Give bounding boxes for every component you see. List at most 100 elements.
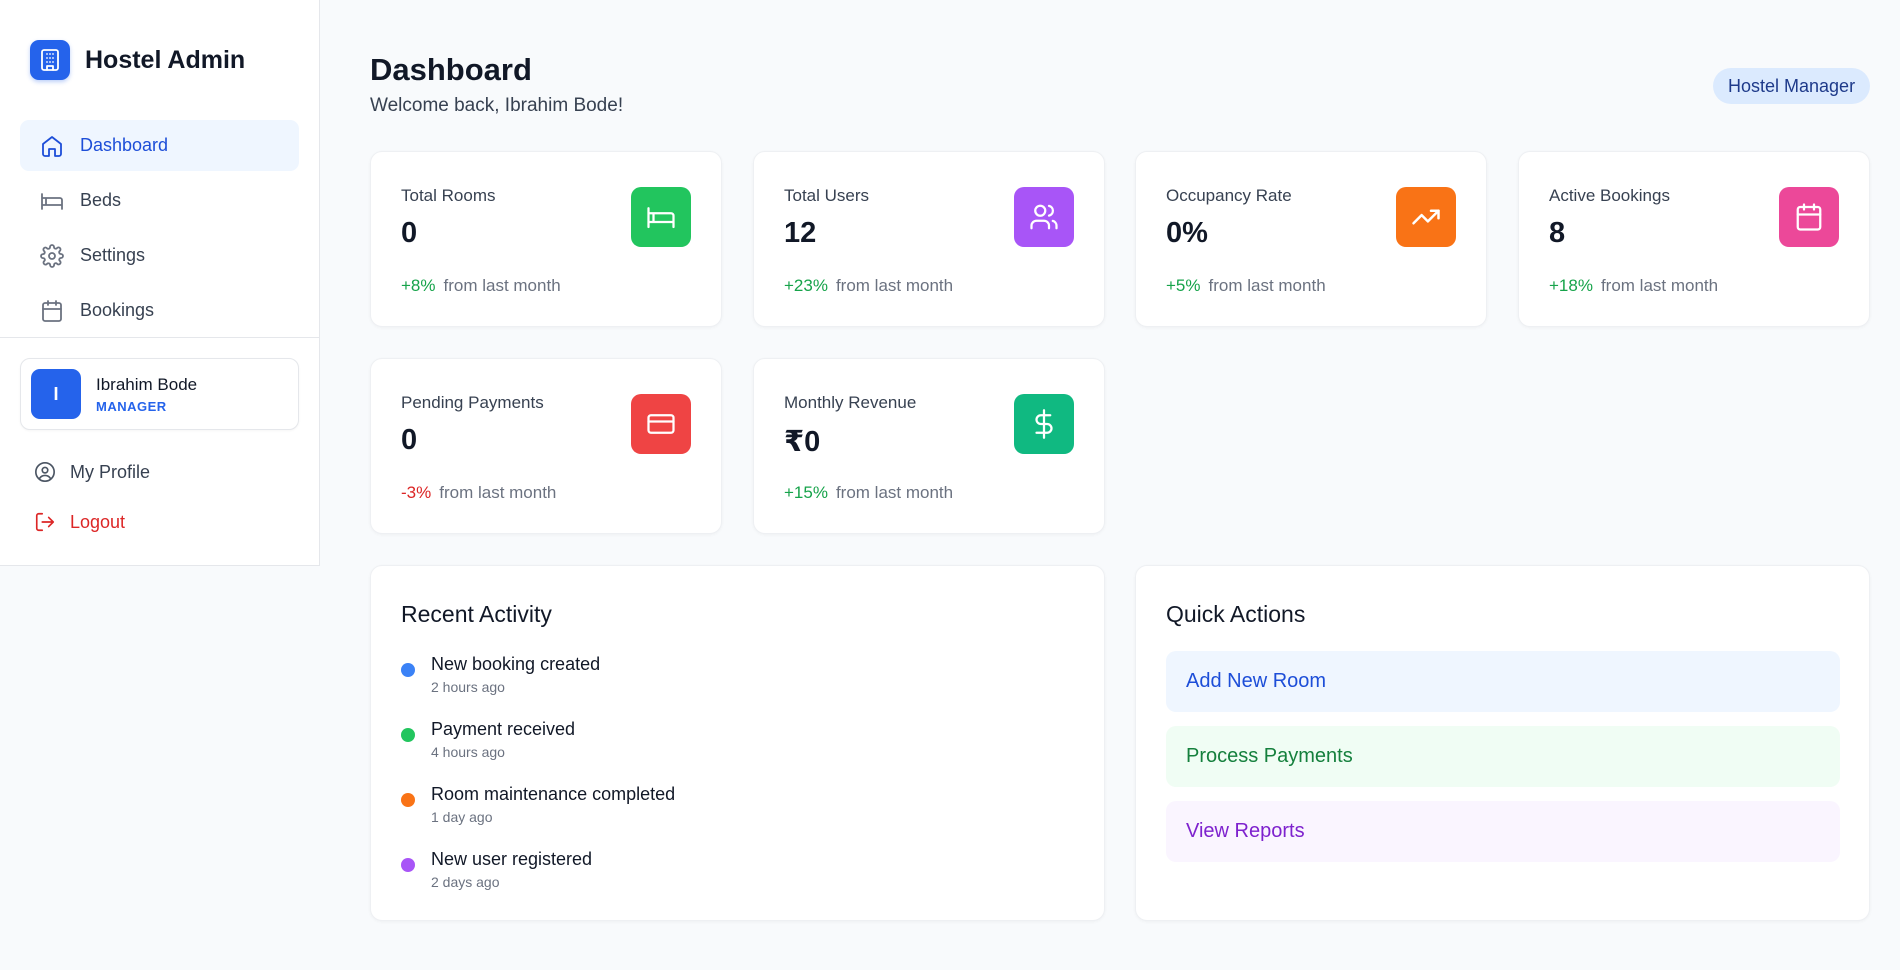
dollar-icon: [1014, 394, 1074, 454]
process-payments-button[interactable]: Process Payments: [1166, 726, 1840, 787]
activity-time: 2 hours ago: [431, 679, 505, 695]
stat-change: +15% from last month: [784, 483, 953, 503]
stat-label: Monthly Revenue: [784, 393, 917, 412]
stat-delta-suffix: from last month: [1600, 276, 1719, 295]
bed-icon: [40, 189, 64, 213]
bed-icon: [631, 187, 691, 247]
stat-delta: -3%: [401, 483, 432, 502]
activity-time: 2 days ago: [431, 874, 500, 890]
page-subtitle: Welcome back, Ibrahim Bode!: [370, 95, 624, 116]
my-profile-link[interactable]: My Profile: [34, 461, 150, 483]
stat-card-occupancy-rate: Occupancy Rate 0% +5% from last month: [1135, 151, 1487, 327]
status-dot: [401, 728, 415, 742]
activity-title: New user registered: [431, 849, 593, 869]
stat-value: 12: [784, 217, 817, 249]
logout-label: Logout: [70, 511, 126, 532]
sidebar-item-dashboard[interactable]: Dashboard: [20, 120, 299, 171]
sidebar-item-label: Beds: [80, 190, 122, 210]
stat-delta-suffix: from last month: [835, 483, 954, 502]
user-info: Ibrahim Bode MANAGER: [96, 375, 197, 414]
brand-title: Hostel Admin: [85, 45, 246, 74]
activity-text: Room maintenance completed 1 day ago: [431, 784, 675, 825]
activity-text: New user registered 2 days ago: [431, 849, 592, 890]
list-item: New user registered 2 days ago: [401, 849, 592, 890]
stat-value: ₹0: [784, 426, 821, 458]
sidebar: Hostel Admin Dashboard Beds: [0, 0, 320, 566]
page-title: Dashboard: [370, 52, 532, 87]
user-circle-icon: [34, 461, 56, 483]
home-icon: [40, 134, 64, 158]
sidebar-item-label: Bookings: [80, 300, 155, 320]
stat-card-monthly-revenue: Monthly Revenue ₹0 +15% from last month: [753, 358, 1105, 534]
add-new-room-button[interactable]: Add New Room: [1166, 651, 1840, 712]
status-dot: [401, 663, 415, 677]
list-item: New booking created 2 hours ago: [401, 654, 600, 695]
my-profile-label: My Profile: [70, 461, 151, 482]
calendar-icon: [40, 299, 64, 323]
sidebar-item-bookings[interactable]: Bookings: [20, 285, 299, 336]
stat-change: +5% from last month: [1166, 276, 1326, 296]
stat-card-active-bookings: Active Bookings 8 +18% from last month: [1518, 151, 1870, 327]
status-dot: [401, 793, 415, 807]
stat-change: +18% from last month: [1549, 276, 1718, 296]
stat-change: +23% from last month: [784, 276, 953, 296]
stat-delta: +15%: [784, 483, 828, 502]
trending-up-icon: [1396, 187, 1456, 247]
user-name: Ibrahim Bode: [96, 374, 198, 394]
users-icon: [1014, 187, 1074, 247]
stat-card-total-rooms: Total Rooms 0 +8% from last month: [370, 151, 722, 327]
stat-value: 0%: [1166, 217, 1208, 249]
activity-text: New booking created 2 hours ago: [431, 654, 600, 695]
stat-label: Active Bookings: [1549, 186, 1670, 205]
avatar: I: [31, 369, 81, 419]
stat-value: 8: [1549, 217, 1566, 249]
stat-delta: +23%: [784, 276, 828, 295]
sidebar-nav: Dashboard Beds Settings: [20, 120, 299, 340]
stat-change: -3% from last month: [401, 483, 556, 503]
recent-activity-panel: Recent Activity New booking created 2 ho…: [370, 565, 1105, 921]
activity-time: 1 day ago: [431, 809, 493, 825]
list-item: Room maintenance completed 1 day ago: [401, 784, 675, 825]
stat-label: Pending Payments: [401, 393, 544, 412]
stat-delta-suffix: from last month: [443, 276, 561, 295]
activity-text: Payment received 4 hours ago: [431, 719, 575, 760]
brand[interactable]: Hostel Admin: [30, 40, 245, 80]
stat-label: Total Rooms: [401, 186, 496, 205]
quick-actions-panel: Quick Actions Add New Room Process Payme…: [1135, 565, 1870, 921]
building-icon: [30, 40, 70, 80]
sidebar-item-beds[interactable]: Beds: [20, 175, 299, 226]
stat-delta-suffix: from last month: [439, 483, 557, 502]
logout-icon: [34, 511, 56, 533]
panel-title: Recent Activity: [401, 601, 552, 627]
logout-link[interactable]: Logout: [34, 511, 125, 533]
credit-card-icon: [631, 394, 691, 454]
activity-title: New booking created: [431, 654, 601, 674]
stat-card-total-users: Total Users 12 +23% from last month: [753, 151, 1105, 327]
gear-icon: [40, 243, 64, 268]
stat-delta: +5%: [1166, 276, 1201, 295]
activity-time: 4 hours ago: [431, 744, 505, 760]
activity-title: Room maintenance completed: [431, 784, 676, 804]
user-card[interactable]: I Ibrahim Bode MANAGER: [20, 358, 299, 430]
stat-value: 0: [401, 424, 418, 456]
activity-title: Payment received: [431, 719, 576, 739]
sidebar-item-label: Settings: [80, 245, 146, 265]
stat-value: 0: [401, 217, 418, 249]
stat-label: Occupancy Rate: [1166, 186, 1292, 205]
status-dot: [401, 858, 415, 872]
stat-change: +8% from last month: [401, 276, 561, 296]
stat-delta-suffix: from last month: [835, 276, 954, 295]
view-reports-button[interactable]: View Reports: [1166, 801, 1840, 862]
sidebar-item-settings[interactable]: Settings: [20, 230, 299, 281]
stat-label: Total Users: [784, 186, 870, 205]
sidebar-divider: [0, 337, 320, 338]
stat-delta-suffix: from last month: [1208, 276, 1326, 295]
list-item: Payment received 4 hours ago: [401, 719, 575, 760]
panel-title: Quick Actions: [1166, 601, 1306, 627]
stat-card-pending-payments: Pending Payments 0 -3% from last month: [370, 358, 722, 534]
stat-delta: +18%: [1549, 276, 1593, 295]
role-badge: Hostel Manager: [1713, 68, 1871, 104]
user-role: MANAGER: [96, 398, 167, 414]
sidebar-item-label: Dashboard: [80, 135, 169, 155]
stat-delta: +8%: [401, 276, 436, 295]
